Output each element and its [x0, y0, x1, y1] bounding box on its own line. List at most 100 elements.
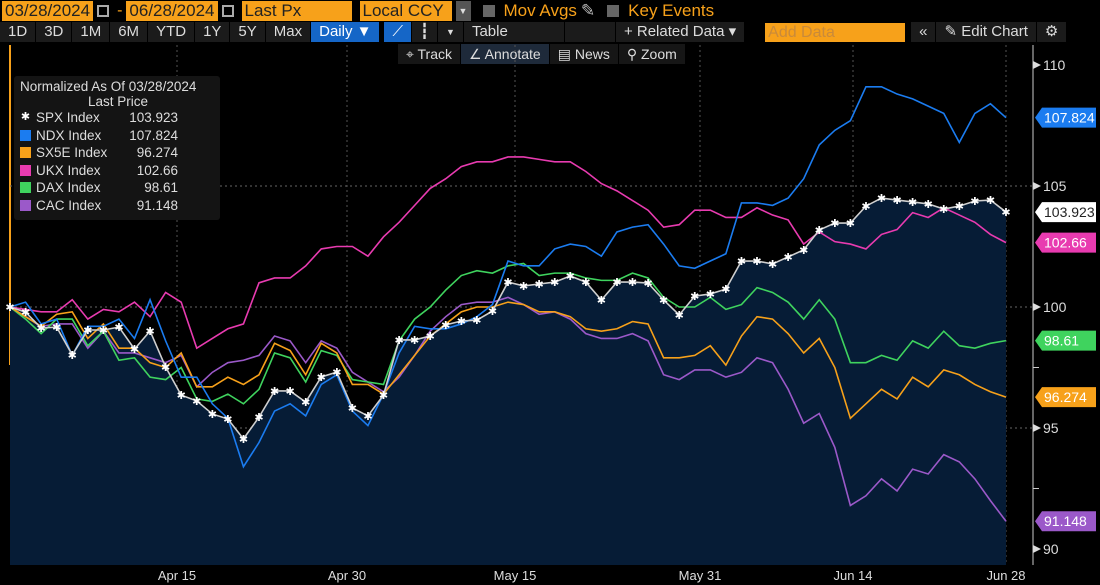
spx-data-point: ✱ [877, 193, 886, 205]
bar-chart-icon[interactable]: ┇ [412, 22, 438, 42]
legend-series-value: 98.61 [144, 180, 178, 196]
calendar-icon[interactable] [97, 5, 110, 17]
spx-data-point: ✱ [239, 434, 248, 446]
legend-series-name: UKX Index [36, 162, 101, 178]
legend-item-spx[interactable]: ✱ SPX Index 103.923 [20, 109, 214, 127]
spx-data-point: ✱ [706, 289, 715, 301]
period-1d[interactable]: 1D [0, 22, 36, 42]
color-swatch [20, 129, 31, 141]
track-button[interactable]: ⌖ Track [398, 44, 460, 64]
spx-data-point: ✱ [628, 277, 637, 289]
spx-data-point: ✱ [332, 367, 341, 379]
spx-data-point: ✱ [535, 279, 544, 291]
legend-series-value: 91.148 [136, 197, 178, 213]
y-tick-label: 100 [1043, 299, 1067, 315]
y-tick [1033, 303, 1041, 311]
news-button[interactable]: ▤ News [549, 44, 618, 64]
spx-data-point: ✱ [286, 386, 295, 398]
currency-select[interactable]: Local CCY [359, 1, 452, 21]
legend-item-ukx[interactable]: UKX Index 102.66 [20, 162, 214, 180]
spx-data-point: ✱ [846, 218, 855, 230]
ukx-last-value: 102.66 [1044, 235, 1087, 251]
annotate-button[interactable]: ∠ Annotate [461, 44, 549, 64]
spx-data-point: ✱ [721, 284, 730, 296]
period-1m[interactable]: 1M [72, 22, 110, 42]
x-tick-label: Jun 28 [986, 568, 1025, 583]
y-tick [1033, 61, 1041, 69]
spx-data-point: ✱ [348, 403, 357, 415]
key-events-checkbox[interactable] [607, 5, 620, 17]
spx-data-point: ✱ [986, 195, 995, 207]
spx-data-point: ✱ [1001, 207, 1010, 219]
line-chart-icon[interactable]: ⟋ [384, 22, 411, 42]
period-6m[interactable]: 6M [110, 22, 148, 42]
spx-data-point: ✱ [519, 281, 528, 293]
legend-series-value: 107.824 [129, 127, 178, 143]
spx-data-point: ✱ [379, 390, 388, 402]
spx-data-point: ✱ [737, 256, 746, 268]
related-data-button[interactable]: + Related Data ▾ [615, 22, 745, 42]
legend-item-cac[interactable]: CAC Index 91.148 [20, 197, 214, 215]
field-input[interactable]: Last Px [241, 1, 352, 21]
edit-chart-button[interactable]: ✎ Edit Chart [936, 22, 1036, 42]
spx-data-point: ✱ [659, 295, 668, 307]
spx-data-point: ✱ [99, 325, 108, 337]
star-marker-icon: ✱ [20, 111, 31, 124]
spx-last-value-tag [1035, 202, 1096, 223]
spx-data-point: ✱ [161, 362, 170, 374]
calendar-icon[interactable] [221, 5, 234, 17]
start-marker [9, 45, 11, 365]
legend-item-dax[interactable]: DAX Index 98.61 [20, 179, 214, 197]
table-button[interactable]: Table [463, 22, 564, 42]
x-tick-label: Apr 15 [158, 568, 196, 583]
period-1y[interactable]: 1Y [195, 22, 230, 42]
legend-series-value: 96.274 [136, 145, 178, 161]
spx-data-point: ✱ [208, 409, 217, 421]
end-date-input[interactable]: 06/28/2024 [126, 1, 218, 21]
spx-data-point: ✱ [441, 320, 450, 332]
period-5y[interactable]: 5Y [230, 22, 265, 42]
color-swatch [20, 182, 31, 194]
color-swatch [20, 199, 31, 211]
chevron-down-icon[interactable]: ▼ [455, 1, 471, 21]
pencil-icon[interactable]: ✎ [580, 1, 596, 20]
settings-gear-icon[interactable]: ⚙ [1036, 22, 1067, 42]
x-tick-label: Jun 14 [833, 568, 872, 583]
spx-data-point: ✱ [643, 278, 652, 290]
spx-data-point: ✱ [675, 310, 684, 322]
cac-last-value: 91.148 [1044, 513, 1087, 529]
zoom-button[interactable]: ⚲ Zoom [618, 44, 685, 64]
ukx-series-line [9, 156, 1007, 350]
collapse-button[interactable]: « [911, 22, 936, 42]
mov-avgs-checkbox[interactable] [482, 5, 495, 17]
add-data-input[interactable]: Add Data [765, 22, 906, 42]
legend-series-value: 103.923 [129, 110, 178, 126]
spx-data-point: ✱ [830, 218, 839, 230]
chevron-down-icon[interactable]: ▼ [438, 22, 463, 42]
period-3d[interactable]: 3D [36, 22, 72, 42]
legend-item-ndx[interactable]: NDX Index 107.824 [20, 127, 214, 145]
y-tick-label: 105 [1043, 178, 1067, 194]
spx-area-fill [10, 198, 1006, 565]
legend-item-sx5e[interactable]: SX5E Index 96.274 [20, 144, 214, 162]
spx-data-point: ✱ [815, 225, 824, 237]
dax-last-value-tag [1035, 330, 1096, 351]
y-tick [1033, 424, 1041, 432]
frequency-select[interactable]: Daily ▼ [311, 22, 380, 42]
spx-data-point: ✱ [223, 414, 232, 426]
spx-data-point: ✱ [192, 396, 201, 408]
color-swatch [20, 164, 31, 176]
period-max[interactable]: Max [265, 22, 311, 42]
spx-data-point: ✱ [472, 315, 481, 327]
start-date-input[interactable]: 03/28/2024 [2, 1, 94, 21]
spx-data-point: ✱ [752, 256, 761, 268]
top-toolbar: 03/28/2024 - 06/28/2024 Last Px Local CC… [0, 0, 1100, 22]
spx-data-point: ✱ [254, 412, 263, 424]
spx-data-point: ✱ [317, 372, 326, 384]
legend-series-name: DAX Index [36, 180, 101, 196]
spx-data-point: ✱ [130, 344, 139, 356]
spx-data-point: ✱ [410, 335, 419, 347]
period-ytd[interactable]: YTD [148, 22, 195, 42]
spx-data-point: ✱ [939, 204, 948, 216]
